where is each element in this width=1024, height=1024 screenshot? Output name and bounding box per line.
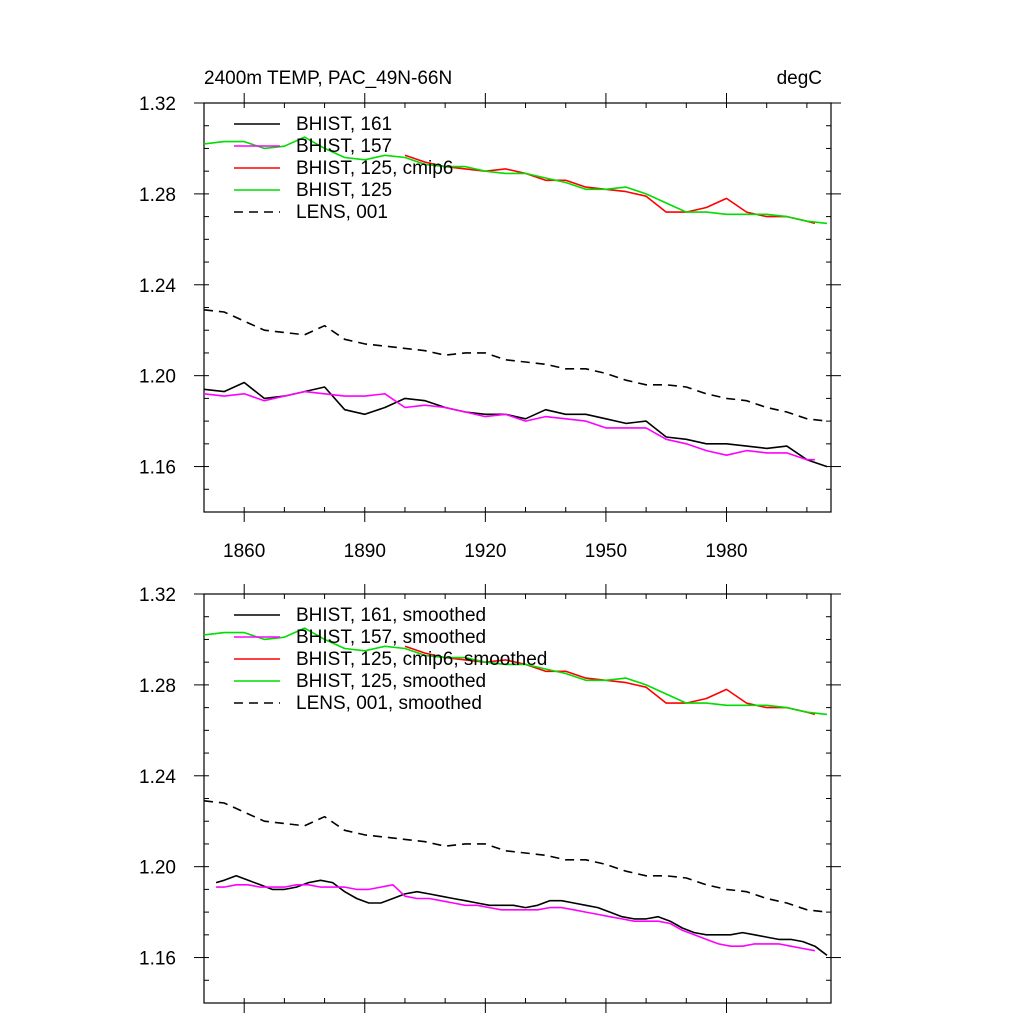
y-tick-label: 1.24: [139, 767, 176, 788]
series-line: [203, 381, 828, 468]
series-line: [216, 883, 816, 952]
y-tick-label: 1.16: [139, 458, 176, 479]
legend-entry: BHIST, 157, smoothed: [296, 627, 486, 648]
legend-entry: BHIST, 157: [296, 136, 392, 157]
series-line: [203, 390, 815, 461]
bottom-panel-chart: 1.16 1.20 1.24 1.28 1.32 BHIST, 161, smoothed…: [139, 584, 841, 1013]
figure-title: 2400m TEMP, PAC_49N-66N: [204, 68, 452, 89]
y-tick-label: 1.20: [139, 367, 176, 388]
x-tick-label: 1950: [585, 541, 627, 562]
x-tick-label: 1890: [344, 541, 386, 562]
legend-entry: BHIST, 125: [296, 180, 392, 201]
series-line: [203, 627, 828, 716]
series-line: [203, 136, 828, 225]
y-tick-label: 1.32: [139, 94, 176, 115]
y-tick-label: 1.32: [139, 585, 176, 606]
y-tick-label: 1.16: [139, 949, 176, 970]
legend-entry: LENS, 001: [296, 202, 388, 223]
legend-entry: LENS, 001, smoothed: [296, 693, 482, 714]
legend-entry: BHIST, 161: [296, 114, 392, 135]
x-tick-label: 1980: [705, 541, 747, 562]
legend-entry: BHIST, 125, smoothed: [296, 671, 486, 692]
series-line: [203, 309, 828, 422]
y-tick-label: 1.20: [139, 858, 176, 879]
x-tick-label: 1920: [464, 541, 506, 562]
series-line: [215, 874, 828, 956]
series-line: [203, 800, 828, 913]
legend-entry: BHIST, 125, cmip6, smoothed: [296, 649, 547, 670]
legend-entry: BHIST, 161, smoothed: [296, 605, 486, 626]
x-tick-label: 1860: [223, 541, 265, 562]
y-tick-label: 1.28: [139, 185, 176, 206]
legend-entry: BHIST, 125, cmip6: [296, 158, 453, 179]
y-tick-label: 1.28: [139, 676, 176, 697]
y-tick-label: 1.24: [139, 276, 176, 297]
figure-units: degC: [777, 68, 822, 89]
top-panel-chart: 1860 1890 1920 1950 1980 1.16 1.20 1.24 1.28 1.32…: [139, 93, 841, 562]
